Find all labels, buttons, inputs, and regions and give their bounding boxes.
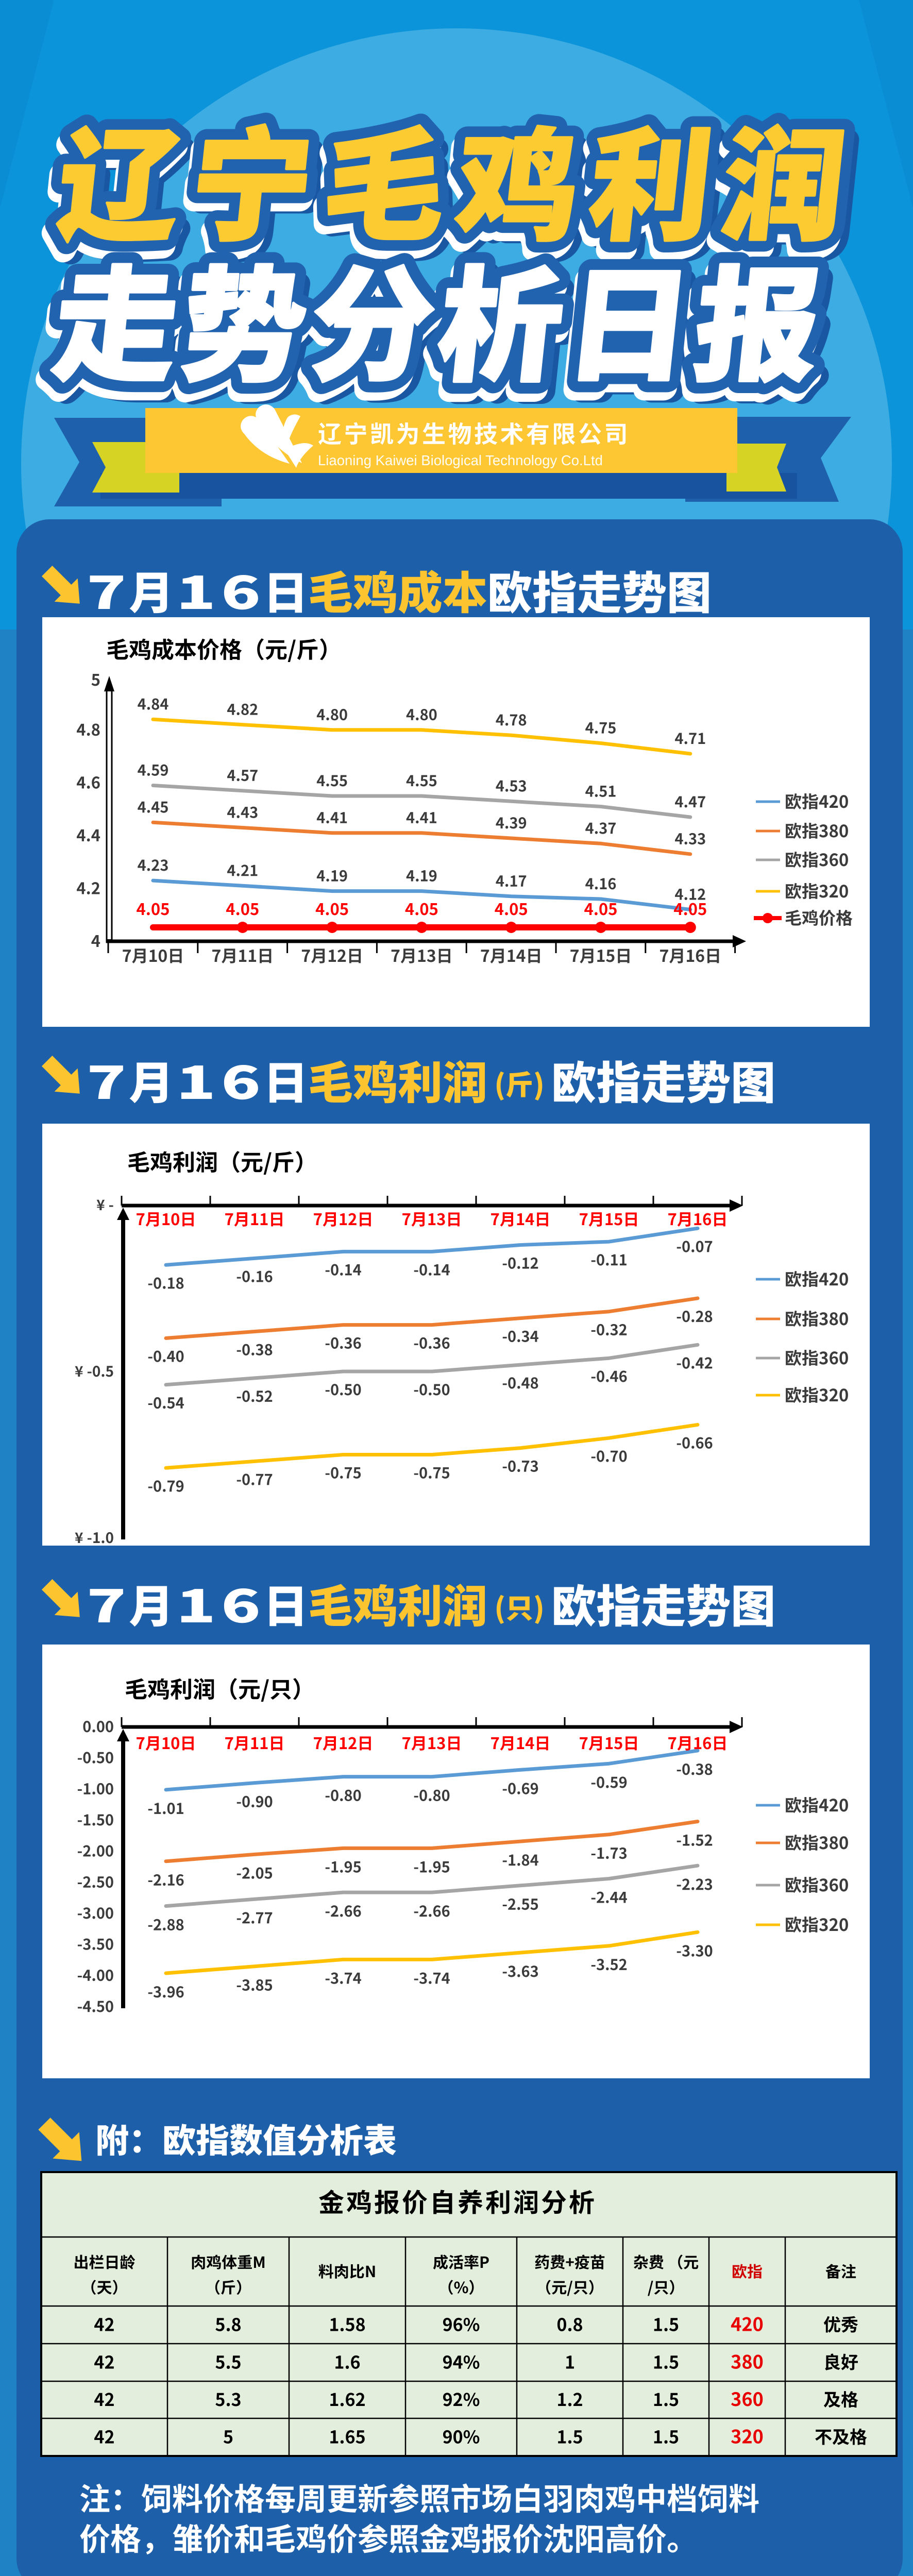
svg-text:Liaoning Kaiwei Biological Tec: Liaoning Kaiwei Biological Technology Co… xyxy=(318,452,603,468)
